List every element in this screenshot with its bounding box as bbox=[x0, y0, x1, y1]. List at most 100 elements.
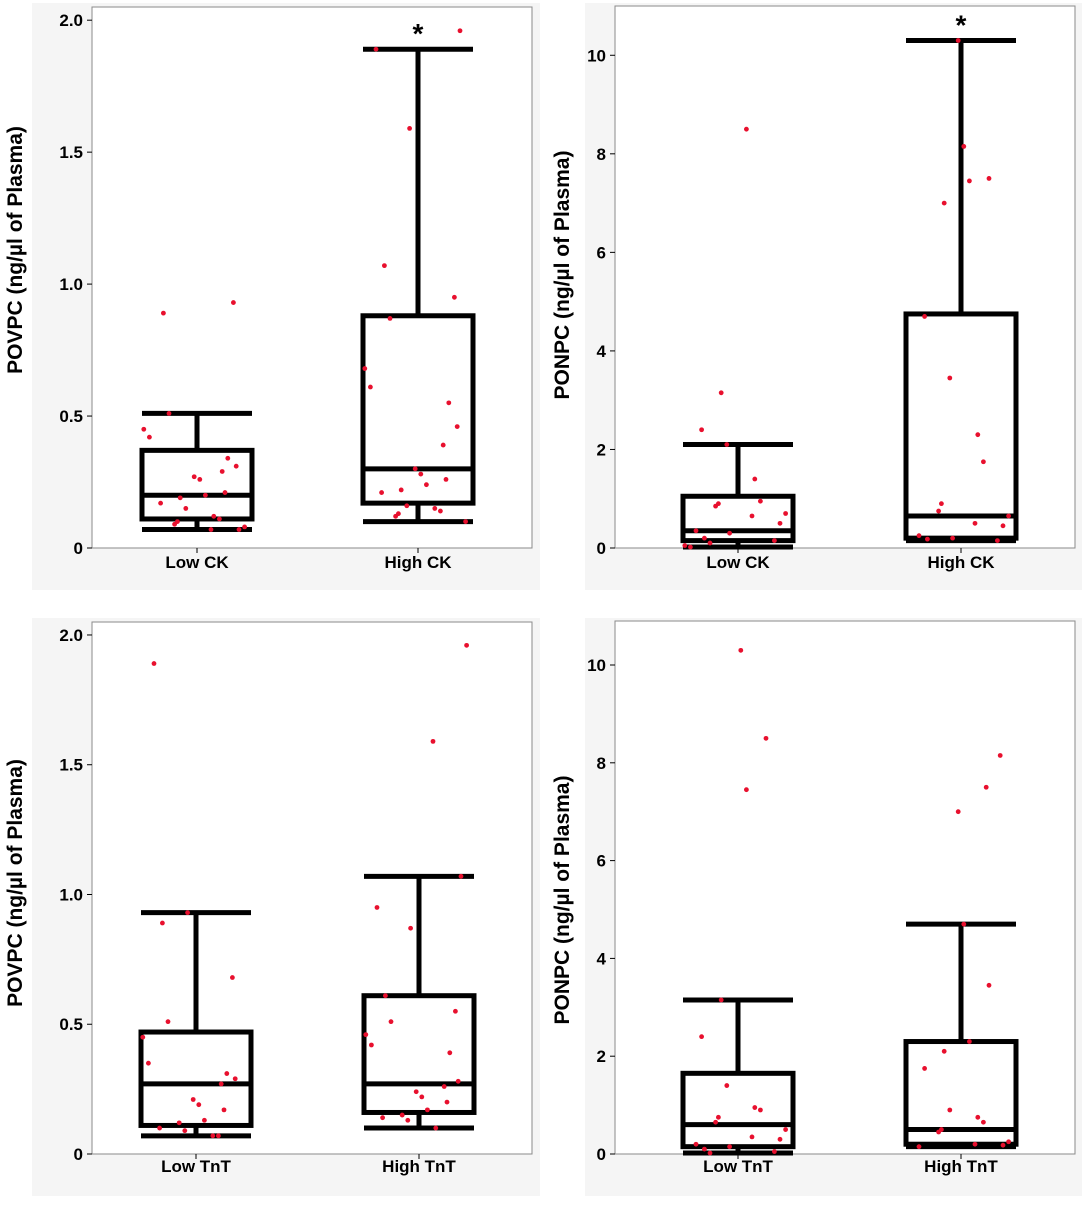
x-category-label: Low TnT bbox=[703, 1157, 773, 1176]
data-point bbox=[718, 390, 724, 396]
data-point bbox=[718, 997, 724, 1003]
data-point bbox=[441, 1084, 447, 1089]
y-tick-label: 0 bbox=[74, 1145, 83, 1164]
data-point bbox=[383, 993, 388, 999]
data-point bbox=[752, 476, 758, 482]
data-point bbox=[749, 1134, 755, 1140]
significance-asterisk: * bbox=[956, 9, 967, 40]
data-point bbox=[438, 508, 443, 514]
data-point bbox=[955, 38, 961, 43]
y-tick-label: 6 bbox=[597, 243, 606, 262]
data-point bbox=[424, 482, 429, 488]
data-point bbox=[236, 527, 242, 532]
x-category-label: High TnT bbox=[924, 1157, 998, 1176]
data-point bbox=[217, 516, 222, 522]
box-iqr bbox=[138, 1029, 254, 1128]
data-point bbox=[707, 1150, 713, 1156]
y-axis-label: POVPC (ng/µl of Plasma) bbox=[4, 126, 27, 374]
data-point bbox=[997, 753, 1003, 758]
data-point bbox=[221, 1107, 227, 1113]
data-point bbox=[177, 495, 183, 501]
significance-asterisk: * bbox=[413, 18, 424, 49]
data-point bbox=[981, 459, 986, 465]
data-point bbox=[161, 310, 166, 316]
data-point bbox=[682, 543, 688, 548]
data-point bbox=[190, 1097, 196, 1102]
y-tick-label: 0.5 bbox=[59, 407, 83, 426]
y-axis-label: PONPC (ng/µl of Plasma) bbox=[551, 775, 574, 1025]
data-point bbox=[986, 982, 992, 988]
box-iqr bbox=[139, 447, 255, 522]
data-point bbox=[418, 471, 424, 477]
data-point bbox=[716, 1114, 721, 1120]
data-point bbox=[404, 503, 410, 509]
data-point bbox=[218, 1081, 224, 1087]
data-point bbox=[412, 466, 418, 472]
data-point bbox=[407, 125, 412, 131]
data-point bbox=[986, 176, 992, 181]
y-tick-label: 0 bbox=[597, 539, 606, 558]
data-point bbox=[433, 1125, 439, 1131]
data-point bbox=[172, 521, 178, 527]
data-point bbox=[777, 1136, 783, 1142]
data-point bbox=[230, 975, 235, 980]
x-category-label: High CK bbox=[927, 553, 995, 572]
y-tick-label: 2.0 bbox=[59, 11, 83, 30]
y-axis-label: PONPC (ng/µl of Plasma) bbox=[551, 150, 574, 400]
plot-area bbox=[614, 620, 1076, 1155]
data-point bbox=[1000, 1142, 1006, 1148]
data-point bbox=[430, 738, 436, 744]
data-point bbox=[995, 538, 1000, 544]
data-point bbox=[208, 527, 214, 532]
data-point bbox=[166, 411, 172, 416]
plot-area bbox=[614, 5, 1076, 549]
y-tick-label: 2 bbox=[597, 1047, 606, 1066]
data-point bbox=[936, 508, 941, 514]
data-point bbox=[141, 426, 147, 432]
data-point bbox=[452, 294, 457, 300]
data-point bbox=[380, 1115, 385, 1121]
data-point bbox=[455, 1078, 461, 1084]
data-point bbox=[405, 1117, 411, 1123]
data-point bbox=[399, 1112, 405, 1118]
data-point bbox=[362, 366, 368, 371]
data-point bbox=[225, 455, 231, 461]
data-point bbox=[699, 427, 704, 433]
data-point bbox=[925, 536, 930, 542]
data-point bbox=[947, 375, 953, 381]
data-point bbox=[763, 735, 769, 741]
plot-area bbox=[91, 621, 533, 1155]
box-iqr bbox=[903, 1039, 1019, 1147]
data-point bbox=[183, 506, 189, 511]
data-point bbox=[752, 1105, 758, 1110]
x-category-label: High CK bbox=[384, 553, 452, 572]
data-point bbox=[457, 28, 463, 34]
data-point bbox=[744, 126, 749, 132]
y-tick-label: 1.5 bbox=[59, 143, 83, 162]
x-category-label: Low CK bbox=[706, 553, 770, 572]
data-point bbox=[374, 905, 380, 910]
data-point bbox=[176, 1120, 182, 1126]
data-point bbox=[936, 1129, 941, 1135]
data-point bbox=[772, 1149, 777, 1154]
data-point bbox=[388, 1019, 394, 1025]
data-point bbox=[947, 1107, 953, 1113]
data-point bbox=[202, 1117, 207, 1123]
data-point bbox=[425, 1107, 430, 1113]
data-point bbox=[408, 925, 413, 931]
data-point bbox=[157, 1125, 162, 1131]
y-tick-label: 4 bbox=[597, 949, 607, 968]
data-point bbox=[983, 784, 989, 790]
data-point bbox=[941, 200, 947, 206]
data-point bbox=[967, 1039, 972, 1044]
y-tick-label: 2.0 bbox=[59, 626, 83, 645]
box-iqr bbox=[680, 493, 796, 544]
box-iqr bbox=[361, 993, 477, 1115]
plot-svg: 0 2 4 6 8 10 * bbox=[587, 5, 1076, 558]
data-point bbox=[146, 1060, 151, 1066]
data-point bbox=[707, 540, 713, 546]
data-point bbox=[1000, 523, 1006, 529]
plot-svg: 0 0.5 1.0 1.5 2.0 bbox=[59, 621, 533, 1164]
box-iqr bbox=[360, 313, 476, 506]
chart-panel-povpc-ck: 0 0.5 1.0 1.5 2.0 * POVPC (ng/µl of Plasma) L… bbox=[4, 3, 540, 590]
